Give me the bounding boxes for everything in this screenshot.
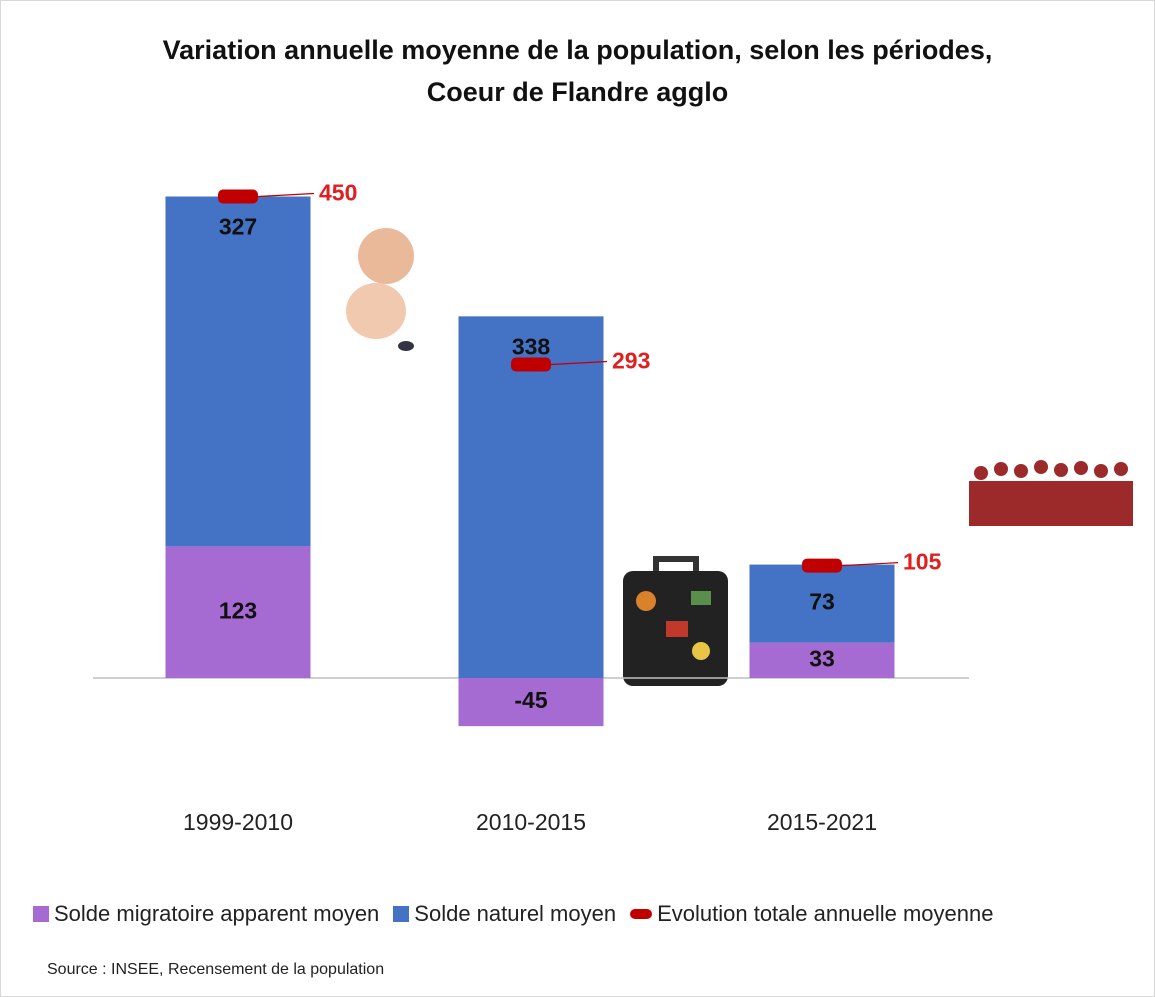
x-tick-label: 2010-2015 — [476, 809, 586, 835]
total-label: 293 — [612, 348, 650, 374]
source: Source : INSEE, Recensement de la popula… — [47, 961, 385, 978]
legend-swatch — [33, 906, 49, 922]
total-marker — [802, 558, 842, 573]
legend-label: Solde naturel moyen — [414, 901, 617, 926]
baby-icon — [346, 228, 414, 351]
data-label: 73 — [809, 589, 835, 615]
bar-segment — [165, 546, 311, 678]
total-marker — [218, 189, 258, 204]
legend-label: Solde migratoire apparent moyen — [54, 901, 380, 926]
suitcase-icon — [623, 556, 728, 686]
bar-segment — [749, 564, 895, 643]
legend-swatch — [630, 909, 653, 919]
x-tick-label: 1999-2010 — [183, 809, 293, 835]
legend-item: Solde naturel moyen — [393, 901, 616, 927]
crowd-icon — [969, 460, 1133, 526]
x-tick-label: 2015-2021 — [767, 809, 877, 835]
data-label: 338 — [512, 333, 551, 359]
legend-label: Evolution totale annuelle moyenne — [657, 901, 994, 926]
bar-segment — [749, 642, 895, 678]
data-label: 123 — [219, 597, 257, 623]
legend: Solde migratoire apparent moyen Solde nat… — [33, 901, 993, 927]
legend-swatch — [393, 906, 410, 922]
leader-line — [550, 360, 608, 366]
leader-line — [257, 192, 315, 198]
data-label: 33 — [809, 645, 835, 671]
total-label: 450 — [319, 180, 357, 206]
data-label: 327 — [219, 214, 257, 240]
leader-line — [841, 562, 899, 567]
total-marker — [511, 357, 551, 372]
data-label: -45 — [514, 687, 547, 713]
legend-item: Solde migratoire apparent moyen — [33, 901, 379, 927]
bar-segment — [458, 678, 604, 727]
legend-item: Evolution totale annuelle moyenne — [630, 901, 993, 927]
total-label: 105 — [903, 549, 942, 575]
chart-title: Variation annuelle moyenne de la populat… — [162, 35, 993, 107]
bar-segment — [165, 196, 311, 547]
bar-segment — [458, 316, 604, 678]
